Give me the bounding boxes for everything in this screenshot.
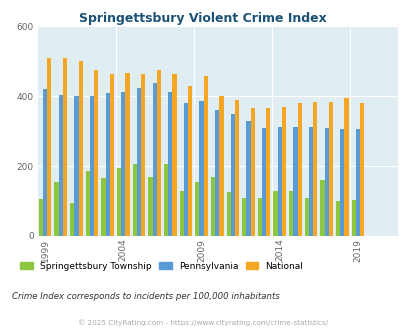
Bar: [164, 164, 168, 236]
Bar: [121, 92, 125, 236]
Bar: [355, 129, 359, 236]
Bar: [172, 74, 176, 236]
Bar: [43, 89, 47, 236]
Bar: [288, 190, 292, 236]
Bar: [324, 128, 328, 236]
Bar: [246, 121, 250, 236]
Bar: [266, 109, 270, 236]
Bar: [328, 102, 332, 236]
Bar: [335, 201, 339, 236]
Bar: [78, 61, 83, 236]
Bar: [241, 198, 246, 236]
Bar: [250, 109, 254, 236]
Bar: [230, 114, 234, 236]
Bar: [188, 86, 192, 236]
Bar: [117, 168, 121, 236]
Bar: [226, 192, 230, 236]
Bar: [308, 127, 312, 236]
Bar: [351, 200, 355, 236]
Bar: [203, 76, 207, 236]
Bar: [210, 177, 215, 236]
Bar: [219, 96, 223, 236]
Bar: [234, 100, 239, 236]
Bar: [74, 96, 78, 236]
Bar: [141, 74, 145, 236]
Bar: [110, 74, 114, 236]
Bar: [312, 102, 317, 236]
Bar: [70, 203, 74, 236]
Bar: [168, 92, 172, 236]
Bar: [261, 128, 266, 236]
Bar: [343, 98, 348, 236]
Bar: [304, 198, 308, 236]
Bar: [215, 110, 219, 236]
Text: Springettsbury Violent Crime Index: Springettsbury Violent Crime Index: [79, 12, 326, 24]
Bar: [85, 171, 90, 236]
Legend: Springettsbury Township, Pennsylvania, National: Springettsbury Township, Pennsylvania, N…: [17, 258, 306, 274]
Bar: [105, 93, 110, 236]
Bar: [195, 182, 199, 236]
Bar: [281, 107, 286, 236]
Bar: [125, 73, 129, 236]
Bar: [257, 198, 261, 236]
Bar: [297, 103, 301, 236]
Bar: [292, 127, 297, 236]
Bar: [47, 58, 51, 236]
Bar: [54, 182, 59, 236]
Bar: [136, 87, 141, 236]
Text: Crime Index corresponds to incidents per 100,000 inhabitants: Crime Index corresponds to incidents per…: [12, 292, 279, 301]
Bar: [359, 103, 363, 236]
Bar: [39, 199, 43, 236]
Bar: [199, 102, 203, 236]
Bar: [132, 164, 136, 236]
Bar: [101, 178, 105, 236]
Bar: [183, 103, 188, 236]
Bar: [63, 58, 67, 236]
Bar: [152, 83, 156, 236]
Text: © 2025 CityRating.com - https://www.cityrating.com/crime-statistics/: © 2025 CityRating.com - https://www.city…: [78, 319, 327, 326]
Bar: [90, 96, 94, 236]
Bar: [59, 94, 63, 236]
Bar: [320, 180, 324, 236]
Bar: [94, 70, 98, 236]
Bar: [179, 190, 183, 236]
Bar: [148, 177, 152, 236]
Bar: [156, 70, 160, 236]
Bar: [277, 127, 281, 236]
Bar: [339, 129, 343, 236]
Bar: [273, 190, 277, 236]
